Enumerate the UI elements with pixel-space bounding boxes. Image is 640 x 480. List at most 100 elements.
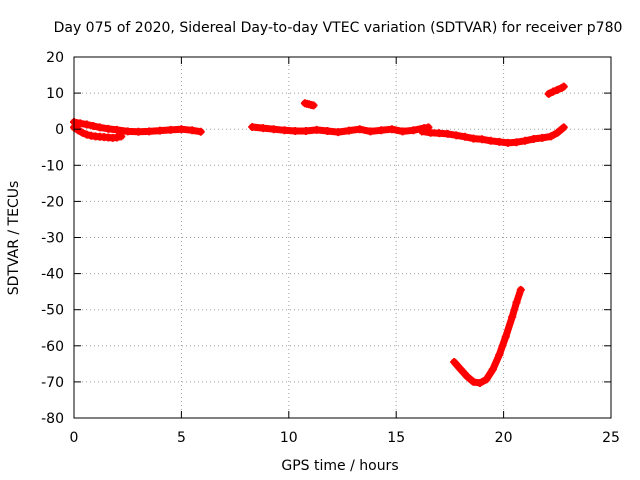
grid: [74, 57, 611, 418]
data-point: [309, 101, 318, 110]
y-tick-label: -80: [41, 411, 64, 427]
y-axis-label: SDTVAR / TECUs: [6, 181, 22, 296]
data-point: [355, 125, 364, 134]
data-point: [95, 123, 104, 132]
data-point: [344, 126, 353, 135]
data-point: [104, 124, 113, 133]
data-point: [387, 125, 396, 134]
data-point: [134, 127, 143, 136]
data-point: [145, 127, 154, 136]
x-tick-label: 25: [602, 430, 620, 446]
data-point: [559, 123, 568, 132]
data-point: [155, 126, 164, 135]
data-point: [488, 365, 497, 374]
chart-title: Day 075 of 2020, Sidereal Day-to-day VTE…: [54, 20, 623, 36]
data-point: [123, 127, 132, 136]
data-point: [323, 127, 332, 136]
data-point: [559, 82, 568, 91]
data-point: [512, 298, 521, 307]
data-point: [512, 138, 521, 147]
data-point: [521, 136, 530, 145]
data-point: [478, 135, 487, 144]
data-point: [553, 85, 562, 94]
data-point: [89, 121, 98, 130]
data-point: [452, 131, 461, 140]
data-point: [529, 134, 538, 143]
data-point: [426, 128, 435, 137]
series-track-d: [417, 123, 568, 147]
y-tick-label: -40: [41, 267, 64, 283]
series-track-c: [248, 123, 433, 137]
series-track-a: [70, 123, 126, 142]
y-tick-label: -70: [41, 375, 64, 391]
data-point: [516, 285, 525, 294]
data-point: [366, 127, 375, 136]
series-track-b: [70, 117, 205, 136]
series-track-f: [544, 82, 568, 98]
x-tick-label: 10: [280, 430, 298, 446]
data-point: [546, 132, 555, 141]
x-tick-label: 20: [495, 430, 513, 446]
data-point: [74, 126, 83, 135]
data-point: [475, 378, 484, 387]
data-point: [82, 130, 91, 139]
data-point: [291, 127, 300, 136]
data-point: [495, 137, 504, 146]
data-point: [469, 134, 478, 143]
y-tick-label: -10: [41, 158, 64, 174]
series-track-g: [450, 285, 525, 387]
data-point: [553, 128, 562, 137]
x-tick-label: 15: [387, 430, 405, 446]
data-point: [469, 377, 478, 386]
data-series: [70, 82, 568, 387]
data-point: [544, 89, 553, 98]
y-tick-label: 10: [46, 86, 64, 102]
data-point: [334, 128, 343, 137]
data-point: [76, 119, 85, 128]
data-point: [196, 127, 205, 136]
y-tick-label: -30: [41, 231, 64, 247]
y-tick-label: 0: [55, 122, 64, 138]
data-point: [312, 125, 321, 134]
data-point: [486, 136, 495, 145]
data-point: [417, 127, 426, 136]
x-axis-label: GPS time / hours: [281, 458, 398, 474]
data-point: [301, 127, 310, 136]
y-tick-label: 20: [46, 50, 64, 66]
data-point: [482, 375, 491, 384]
y-axis: 20 10 0 -10 -20 -30 -40 -50 -60 -70 -80: [41, 50, 611, 427]
data-point: [259, 124, 268, 133]
data-point: [269, 125, 278, 134]
data-point: [280, 126, 289, 135]
data-point: [503, 138, 512, 147]
data-point: [377, 126, 386, 135]
data-point: [112, 133, 121, 142]
data-point: [456, 365, 465, 374]
data-point: [409, 126, 418, 135]
data-point: [508, 312, 517, 321]
y-tick-label: -50: [41, 303, 64, 319]
data-point: [501, 332, 510, 341]
data-point: [450, 358, 459, 367]
data-point: [495, 350, 504, 359]
data-point: [398, 127, 407, 136]
data-point: [177, 125, 186, 134]
series-track-e: [300, 99, 318, 110]
data-point: [78, 128, 87, 137]
data-point: [538, 133, 547, 142]
data-point: [112, 125, 121, 134]
y-tick-label: -20: [41, 194, 64, 210]
data-point: [435, 129, 444, 138]
data-point: [248, 123, 257, 132]
data-point: [443, 129, 452, 138]
data-point: [166, 125, 175, 134]
data-point: [188, 126, 197, 135]
x-tick-label: 5: [177, 430, 186, 446]
y-tick-label: -60: [41, 339, 64, 355]
data-point: [82, 120, 91, 129]
x-axis: 0 5 10 15 20 25: [70, 57, 620, 446]
data-point: [463, 372, 472, 381]
data-point: [549, 87, 558, 96]
x-tick-label: 0: [70, 430, 79, 446]
